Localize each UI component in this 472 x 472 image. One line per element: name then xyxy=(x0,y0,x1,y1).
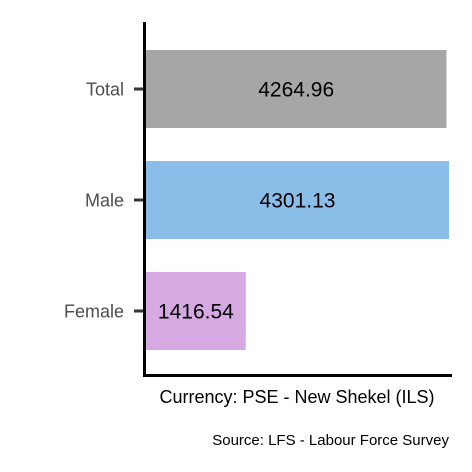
bar-female xyxy=(146,272,246,350)
value-label-female: 1416.54 xyxy=(158,301,234,324)
y-axis-ticks: Total Male Female xyxy=(64,80,146,322)
y-tick-label-total: Total xyxy=(86,80,124,100)
y-tick-label-female: Female xyxy=(64,302,124,322)
y-tick-label-male: Male xyxy=(85,191,124,211)
bar-total xyxy=(146,50,447,128)
bars-layer xyxy=(146,50,449,350)
source-caption: Source: LFS - Labour Force Survey xyxy=(212,432,449,449)
x-axis-title: Currency: PSE - New Shekel (ILS) xyxy=(159,387,434,407)
value-label-male: 4301.13 xyxy=(260,190,336,213)
value-labels-layer: 4264.96 4301.13 1416.54 xyxy=(158,79,336,324)
bar-male xyxy=(146,161,449,239)
value-label-total: 4264.96 xyxy=(258,79,334,102)
